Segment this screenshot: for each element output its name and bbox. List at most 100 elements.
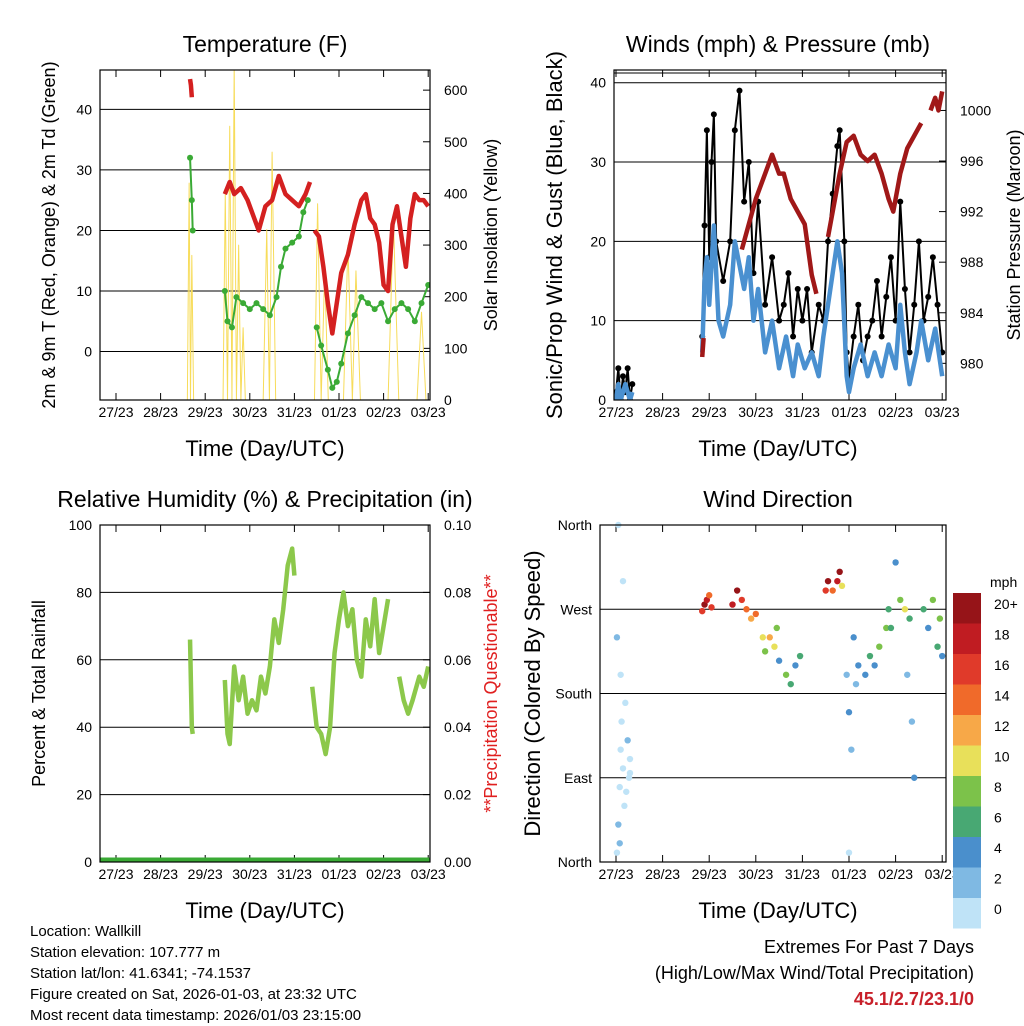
data-point [228, 324, 235, 331]
series-line-gust [701, 89, 944, 378]
y-tick-label: 0 [84, 344, 92, 360]
legend-label: 8 [994, 779, 1002, 795]
data-point [883, 293, 890, 300]
series-line-relative-humidity [187, 639, 195, 735]
data-point [731, 127, 738, 134]
data-point [324, 366, 331, 373]
x-tick-label: 31/23 [277, 404, 312, 420]
x-tick-label: 03/23 [925, 866, 960, 882]
data-point [187, 154, 194, 161]
x-tick-label: 03/23 [411, 404, 446, 420]
y-tick-label: 10 [76, 283, 92, 299]
legend-swatch [953, 684, 981, 715]
direction-point [623, 788, 630, 795]
data-point [804, 285, 811, 292]
x-tick-label: 31/23 [785, 404, 820, 420]
direction-point [876, 643, 883, 650]
direction-point [901, 606, 909, 613]
direction-point [624, 737, 631, 744]
direction-point [845, 849, 853, 856]
direction-point [852, 680, 860, 688]
data-point [925, 293, 932, 300]
x-tick-label: 27/23 [598, 866, 633, 882]
x-tick-label: 29/23 [692, 866, 727, 882]
data-point [411, 318, 418, 325]
direction-point [845, 709, 853, 716]
direction-point [911, 774, 918, 781]
data-point [329, 384, 336, 391]
legend-label: 18 [994, 627, 1010, 643]
direction-point [936, 615, 944, 622]
direction-point [866, 652, 874, 660]
data-point [189, 227, 196, 234]
data-point [304, 197, 311, 204]
data-point [762, 301, 769, 308]
y-right-tick-label: 100 [444, 340, 468, 356]
direction-point [619, 577, 627, 585]
data-point [785, 270, 792, 277]
y-axis-title: Percent & Total Rainfall [29, 600, 49, 787]
data-point [338, 360, 345, 367]
data-point [615, 365, 622, 372]
y-right-tick-label: 200 [444, 289, 468, 305]
direction-point [621, 802, 628, 810]
y-right-tick-label: 984 [960, 305, 984, 321]
data-point [929, 254, 936, 261]
data-point [358, 294, 365, 301]
direction-point [897, 596, 904, 604]
legend-swatch [953, 776, 981, 807]
panel-title: Relative Humidity (%) & Precipitation (i… [57, 486, 472, 512]
y-axis-title: Direction (Colored By Speed) [520, 550, 545, 836]
direction-point [729, 601, 736, 608]
data-point [736, 87, 743, 94]
y-right-tick-label: 1000 [960, 102, 991, 118]
legend-swatch [953, 837, 981, 868]
extremes-subtitle: (High/Low/Max Wind/Total Precipitation) [654, 963, 974, 983]
x-axis-title: Time (Day/UTC) [185, 436, 344, 461]
series-line-2m-t [312, 191, 430, 336]
direction-point [939, 652, 946, 660]
legend-label: 0 [994, 901, 1002, 917]
y-right-tick-label: 0.02 [444, 787, 471, 803]
direction-point [871, 662, 878, 669]
direction-point [904, 671, 911, 678]
series-line-sonic-prop-wind [699, 223, 945, 395]
data-point [398, 300, 405, 307]
series-line-solar-insolation [342, 244, 361, 400]
data-point [344, 330, 351, 337]
series-line-2m-td [189, 157, 194, 231]
direction-point [613, 849, 621, 856]
data-point [233, 294, 240, 301]
x-tick-label: 30/23 [232, 866, 267, 882]
x-tick-label: 03/23 [411, 866, 446, 882]
series-line-station-pressure [928, 91, 945, 113]
direction-point [929, 596, 937, 604]
x-axis-title: Time (Day/UTC) [698, 436, 857, 461]
direction-point [622, 699, 629, 707]
y-tick-label: West [560, 601, 592, 617]
data-point [708, 159, 715, 166]
direction-point [925, 624, 932, 632]
legend-label: 2 [994, 871, 1002, 887]
direction-point [843, 671, 850, 678]
series-line-solar-insolation [222, 70, 246, 400]
x-tick-label: 01/23 [831, 866, 866, 882]
data-point [364, 300, 371, 307]
legend-label: 4 [994, 840, 1002, 856]
x-tick-label: 31/23 [277, 866, 312, 882]
data-point [351, 312, 358, 319]
legend-label: 10 [994, 749, 1010, 765]
y-tick-label: 60 [76, 652, 92, 668]
direction-point [887, 624, 895, 632]
data-point [887, 254, 894, 261]
data-point [224, 318, 231, 325]
data-point [624, 365, 631, 372]
direction-point [626, 755, 634, 763]
direction-point [699, 607, 706, 615]
direction-point [708, 604, 715, 611]
series-line-solar-insolation [416, 311, 427, 400]
y-right-tick-label: 0.10 [444, 517, 471, 533]
data-point [710, 111, 717, 118]
data-point [790, 333, 797, 340]
